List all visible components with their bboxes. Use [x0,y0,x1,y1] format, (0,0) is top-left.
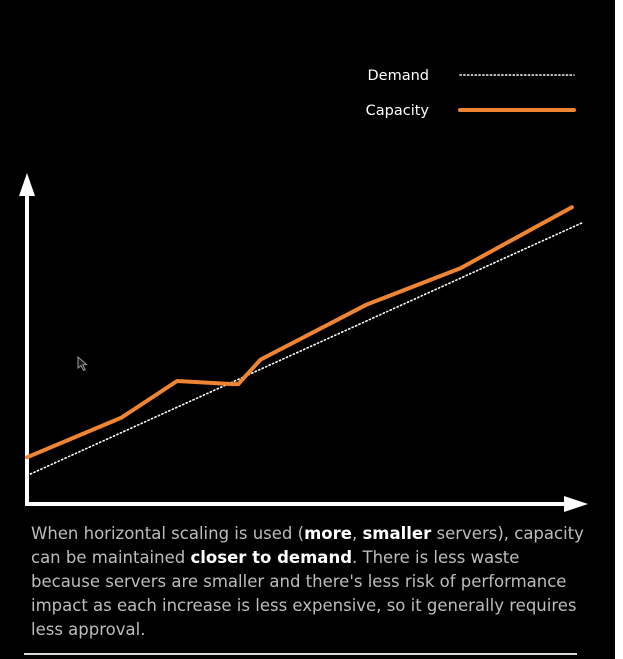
capacity-series-line [25,205,574,460]
scaling-line-chart: Demand Capacity [19,68,588,512]
bottom-divider [24,653,577,655]
scrollbar[interactable] [615,0,623,659]
demand-series-line [26,221,584,477]
caption-text-1: When horizontal scaling is used ( [31,524,305,543]
caption-text-2: , [351,524,363,543]
caption-emphasis-more: more [304,524,352,543]
legend-label-capacity: Capacity [366,103,430,119]
caption-emphasis-smaller: smaller [362,524,432,543]
chart-series [25,205,584,477]
chart-legend: Demand Capacity [366,68,576,119]
caption-text-4: . There is less waste because servers ar… [31,548,577,639]
x-axis-arrow-icon [564,496,588,512]
caption-emphasis-closer-to-demand: closer to demand [190,548,353,567]
caption-text-3: servers), capacity can be maintained [31,524,584,567]
mouse-pointer-icon [77,356,88,372]
chart-axes [19,173,588,512]
y-axis-arrow-icon [19,173,35,196]
chart-caption: When horizontal scaling is used (more, s… [31,522,591,642]
legend-label-demand: Demand [368,68,430,84]
